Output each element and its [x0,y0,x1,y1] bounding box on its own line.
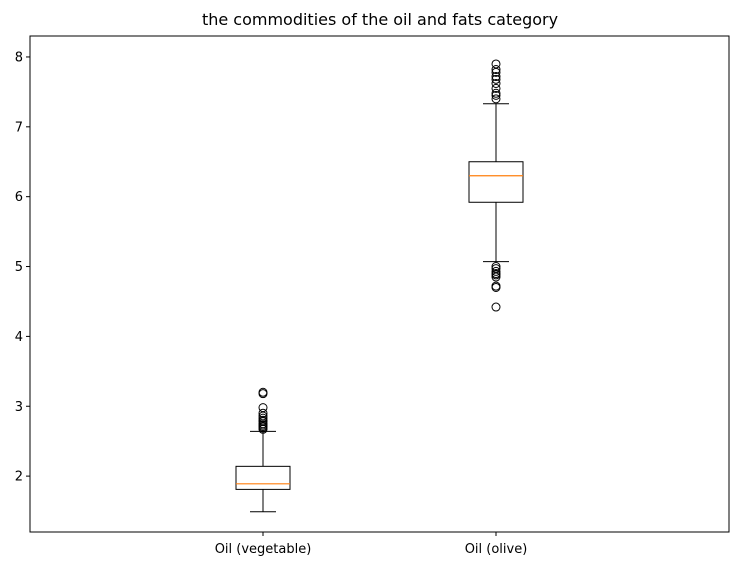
outlier-point [258,387,268,397]
outlier-point [491,264,501,274]
y-tick-label: 2 [15,470,23,485]
outlier-point [258,413,268,423]
y-tick-label: 6 [15,190,23,205]
outlier-point [258,403,268,413]
outlier-point [491,266,501,276]
box-iqr [468,161,524,203]
outlier-point [491,79,501,89]
outlier-point [491,90,501,100]
x-tick-label: Oil (olive) [465,542,528,557]
outlier-point [491,65,501,75]
y-tick-label: 5 [15,260,23,275]
outlier-point [491,262,501,272]
outlier-point [491,88,501,98]
outlier-point [491,94,501,104]
x-tick-label: Oil (vegetable) [215,542,312,557]
outlier-point [491,281,501,291]
outlier-point [258,415,268,425]
outlier-point [491,269,501,279]
y-tick-label: 7 [15,120,23,135]
plot-frame [29,35,730,533]
outlier-point [491,83,501,93]
outlier-point [491,72,501,82]
axes: 2 3 4 5 6 7 8 Oil (vegetable) Oil (olive) [15,35,730,557]
outlier-point [491,302,501,312]
box-group [468,59,524,312]
outlier-point [258,408,268,418]
outlier-point [491,59,501,69]
boxes [235,59,524,513]
y-tick-label: 4 [15,330,23,345]
y-tick-label: 8 [15,50,23,65]
chart-title: the commodities of the oil and fats cate… [202,10,558,29]
outlier-point [491,74,501,84]
box-iqr [235,465,291,490]
y-tick-label: 3 [15,400,23,415]
box-group [235,387,291,513]
